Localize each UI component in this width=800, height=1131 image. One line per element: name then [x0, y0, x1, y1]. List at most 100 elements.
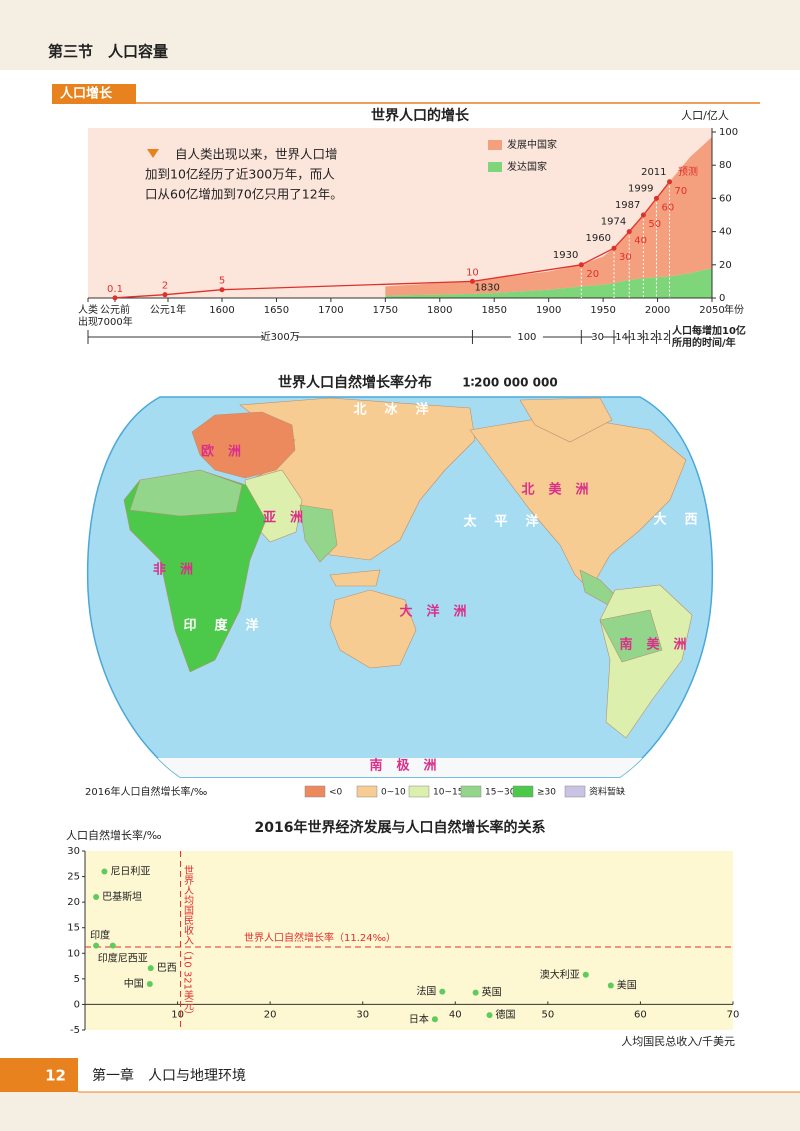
interval-bg	[264, 331, 297, 343]
milestone	[162, 292, 168, 298]
point	[101, 868, 108, 875]
note-line: 加到10亿经历了近300万年，而人	[145, 167, 335, 182]
milestone	[219, 287, 225, 293]
interval-label: 近300万	[261, 330, 300, 343]
map-label: 南美洲	[619, 637, 700, 653]
point	[607, 982, 614, 989]
y-tick-label: 25	[67, 872, 80, 883]
x-tick-label: 2050	[699, 305, 724, 316]
legend-label: 发达国家	[507, 160, 547, 173]
map-label: 欧洲	[201, 444, 255, 460]
reference-label: 世界人口自然增长率（11.24‰）	[244, 931, 396, 944]
map-label: 印度洋	[183, 618, 276, 634]
milestone	[667, 179, 673, 185]
x-tick-label: 10	[171, 1009, 184, 1020]
milestone-year: 1974	[601, 217, 626, 228]
point-label: 英国	[482, 986, 502, 999]
x-tick-label: 30	[356, 1009, 369, 1020]
point	[439, 988, 446, 995]
y-tick-label: 30	[67, 846, 80, 857]
area	[385, 268, 712, 298]
scatter-chart: -5 0 5 10 15 20 25 30 10 20 30 40 50 60 70 世界人口自然增长率（11…	[67, 846, 739, 1036]
map-legend-swatch	[304, 785, 326, 798]
section-label: 人口增长	[60, 86, 113, 102]
region	[329, 589, 417, 669]
region	[129, 469, 243, 517]
milestone	[626, 229, 632, 235]
interval-bg	[592, 331, 603, 343]
population-y-label: 人口/亿人	[681, 109, 729, 122]
point-label: 法国	[416, 985, 436, 998]
region	[123, 469, 267, 673]
region	[191, 411, 296, 479]
region	[299, 504, 338, 563]
map-legend-title: 2016年人口自然增长率/‰	[85, 785, 207, 798]
x-tick-label: 1950	[590, 305, 615, 316]
forecast-label: 预测	[678, 165, 698, 178]
milestone-value: 30	[619, 252, 632, 263]
map-legend-swatch	[408, 785, 430, 798]
map-label: 太平洋	[462, 514, 556, 530]
plot-bg	[85, 851, 733, 1030]
map-label: 大西洋	[653, 512, 746, 528]
population-title: 世界人口的增长	[371, 107, 470, 124]
map-legend-label: 资料暂缺	[589, 786, 625, 798]
y-tick-label: 20	[67, 897, 80, 908]
map-legend-swatch	[356, 785, 378, 798]
milestone-value: 0.1	[107, 284, 123, 295]
milestone-line	[164, 289, 223, 296]
point	[146, 980, 153, 987]
point	[486, 1012, 493, 1019]
milestone-line	[642, 197, 657, 216]
interval-label: 12	[644, 332, 657, 343]
interval-label: 14	[615, 332, 628, 343]
interval-bg	[616, 331, 627, 343]
y-tick-label: 20	[719, 260, 732, 271]
point-label: 尼日利亚	[110, 865, 150, 877]
map-legend-label: 15~30	[485, 788, 516, 798]
map-title: 世界人口自然增长率分布	[278, 374, 432, 391]
y-tick-label: 15	[67, 923, 80, 934]
interval-bg	[658, 331, 668, 343]
y-tick-label: 5	[74, 974, 80, 985]
milestone-value: 2	[162, 281, 168, 292]
legend-swatch	[488, 162, 502, 172]
milestone	[611, 245, 617, 251]
y-tick-label: 80	[719, 160, 732, 171]
y-tick-label: 100	[719, 127, 738, 138]
scatter-title: 2016年世界经济发展与人口自然增长率的关系	[255, 819, 546, 836]
scatter-x-label: 人均国民总收入/千美元	[621, 1034, 735, 1048]
antarctica	[150, 758, 650, 777]
milestone-value: 40	[634, 236, 647, 247]
point	[93, 942, 100, 949]
milestone	[112, 295, 118, 301]
interval-label: 12	[657, 332, 670, 343]
y-tick-label: -5	[70, 1025, 80, 1036]
point-label: 美国	[617, 979, 637, 992]
milestone-line	[628, 214, 644, 233]
point-label: 日本	[409, 1012, 429, 1025]
region	[329, 569, 381, 587]
map-legend-swatch	[460, 785, 482, 798]
x-early-label: 公元1年	[150, 303, 186, 316]
y-tick-label: 0	[74, 999, 80, 1010]
interval-caption: 人口每增加10亿	[672, 324, 746, 337]
legend-swatch	[488, 140, 502, 150]
note-line: 口从60亿增加到70亿只用了12年。	[145, 187, 343, 202]
region	[519, 397, 613, 443]
x-tick-label: 50	[541, 1009, 554, 1020]
map-label: 大洋洲	[399, 604, 480, 620]
milestone-line	[655, 181, 671, 199]
interval-label: 30	[591, 332, 604, 343]
y-tick-label: 10	[67, 948, 80, 959]
interval-label: 100	[517, 332, 536, 343]
milestone-value: 60	[661, 202, 674, 213]
chapter-title: 第一章 人口与地理环境	[92, 1067, 246, 1084]
point-label: 印度尼西亚	[98, 952, 148, 965]
milestone	[653, 195, 659, 201]
x-tick-label: 1750	[373, 305, 398, 316]
milestone-year: 2011	[641, 167, 666, 178]
map-legend-label: 0~10	[381, 788, 406, 798]
point-label: 印度	[90, 929, 110, 942]
area	[385, 136, 712, 296]
